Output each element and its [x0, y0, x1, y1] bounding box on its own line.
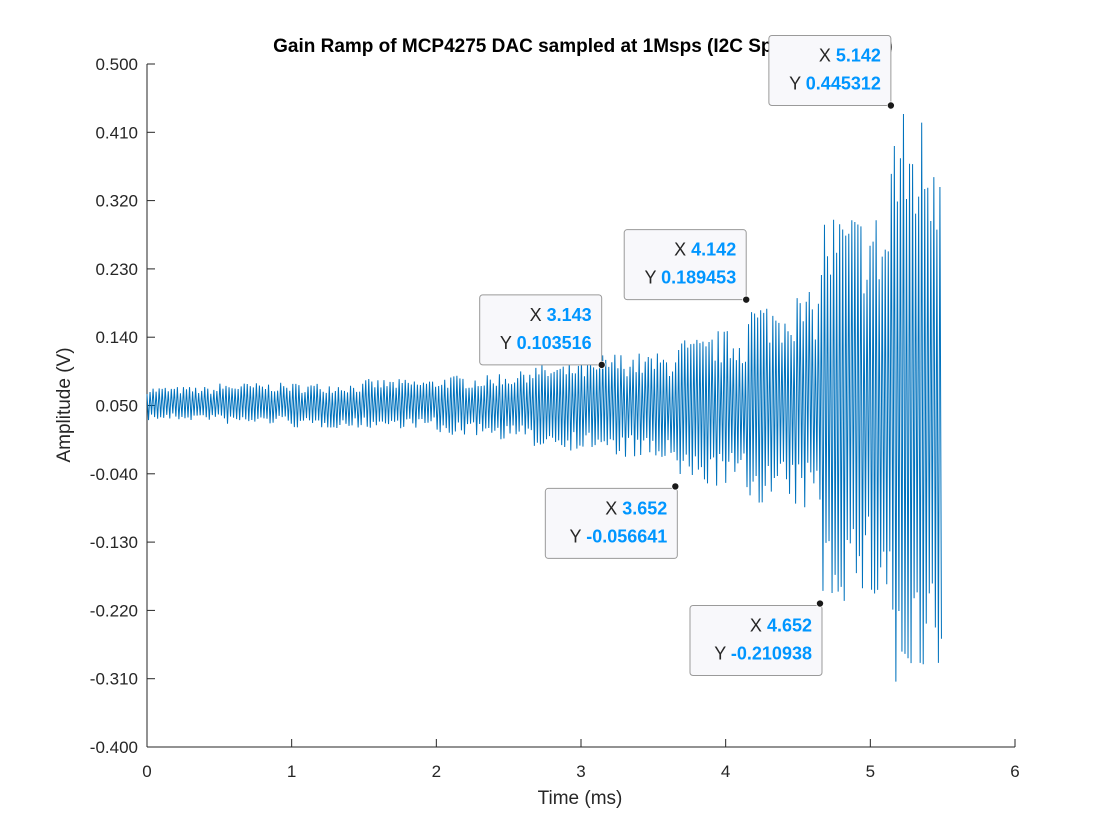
data-tips[interactable]: X 5.142 Y 0.445312 X 4.142 Y 0.189453 X 3.14… [479, 35, 895, 677]
y-tick-label: 0.050 [95, 397, 138, 416]
data-tip-x-value: 4.142 [691, 240, 736, 260]
data-tip[interactable]: X 4.142 Y 0.189453 [623, 229, 751, 304]
data-tip-y: Y 0.189453 [644, 268, 736, 288]
x-tick-label: 6 [1010, 762, 1019, 781]
data-tip-marker[interactable] [671, 482, 680, 491]
data-tip-x: X 3.652 [605, 498, 667, 518]
data-tip-y-key: Y [500, 333, 517, 353]
data-tip[interactable]: X 3.652 Y -0.056641 [544, 482, 680, 559]
x-tick-label: 1 [287, 762, 296, 781]
y-tick-label: 0.140 [95, 328, 138, 347]
data-tip-x-value: 3.143 [547, 305, 592, 325]
data-tip[interactable]: X 5.142 Y 0.445312 [768, 35, 895, 110]
data-tip-y-key: Y [570, 526, 587, 546]
data-tip-x-key: X [530, 305, 547, 325]
data-tip-y-value: 0.445312 [806, 74, 881, 94]
data-tip[interactable]: X 3.143 Y 0.103516 [479, 294, 606, 369]
data-tip-y: Y 0.103516 [500, 333, 592, 353]
chart-title: Gain Ramp of MCP4275 DAC sampled at 1Msp… [273, 36, 893, 57]
data-tip-box [479, 294, 603, 366]
y-tick-label: -0.400 [90, 738, 138, 757]
data-tip-y-value: 0.189453 [661, 268, 736, 288]
data-tip-y-value: 0.103516 [517, 333, 592, 353]
data-tip-box [623, 229, 747, 301]
data-tip-x-key: X [674, 240, 691, 260]
data-tip-marker[interactable] [597, 360, 606, 369]
data-tip-y-value: -0.210938 [731, 644, 812, 664]
data-tip-box [768, 35, 892, 107]
data-tip-box [689, 605, 823, 677]
data-tip-x-value: 5.142 [836, 46, 881, 66]
signal-trace [146, 113, 942, 682]
data-tip-y-key: Y [789, 74, 806, 94]
y-tick-label: -0.310 [90, 670, 138, 689]
data-tip-y: Y 0.445312 [789, 74, 881, 94]
data-tip[interactable]: X 4.652 Y -0.210938 [689, 599, 824, 677]
y-tick-label: -0.040 [90, 465, 138, 484]
y-tick-label: -0.220 [90, 601, 138, 620]
data-tip-marker[interactable] [886, 101, 895, 110]
data-tip-y-value: -0.056641 [586, 526, 667, 546]
signal-line [146, 113, 942, 682]
y-tick-label: 0.500 [95, 55, 138, 74]
x-tick-label: 0 [142, 762, 151, 781]
data-tip-x: X 4.652 [750, 616, 812, 636]
x-tick-label: 2 [432, 762, 441, 781]
data-tip-x-key: X [819, 46, 836, 66]
data-tip-box [544, 487, 678, 559]
data-tip-x-key: X [605, 498, 622, 518]
data-tip-y-key: Y [644, 268, 661, 288]
y-axis-label: Amplitude (V) [54, 347, 75, 462]
data-tip-y: Y -0.210938 [714, 644, 812, 664]
data-tip-x: X 4.142 [674, 240, 736, 260]
x-axis-label: Time (ms) [538, 788, 623, 809]
x-tick-label: 4 [721, 762, 730, 781]
x-tick-label: 3 [576, 762, 585, 781]
data-tip-marker[interactable] [742, 295, 751, 304]
y-tick-label: 0.320 [95, 192, 138, 211]
y-tick-label: 0.230 [95, 260, 138, 279]
data-tip-marker[interactable] [815, 599, 824, 608]
data-tip-y: Y -0.056641 [570, 526, 668, 546]
data-tip-y-key: Y [714, 644, 731, 664]
y-tick-label: 0.410 [95, 123, 138, 142]
data-tip-x-key: X [750, 616, 767, 636]
data-tip-x-value: 4.652 [767, 616, 812, 636]
axes: 0 1 2 3 4 5 6 0.500 0.410 0.320 0.230 0.140 0.050 -0.… [90, 55, 1020, 781]
data-tip-x: X 3.143 [530, 305, 592, 325]
y-tick-label: -0.130 [90, 533, 138, 552]
data-tip-x: X 5.142 [819, 46, 881, 66]
x-tick-label: 5 [866, 762, 875, 781]
data-tip-x-value: 3.652 [622, 498, 667, 518]
